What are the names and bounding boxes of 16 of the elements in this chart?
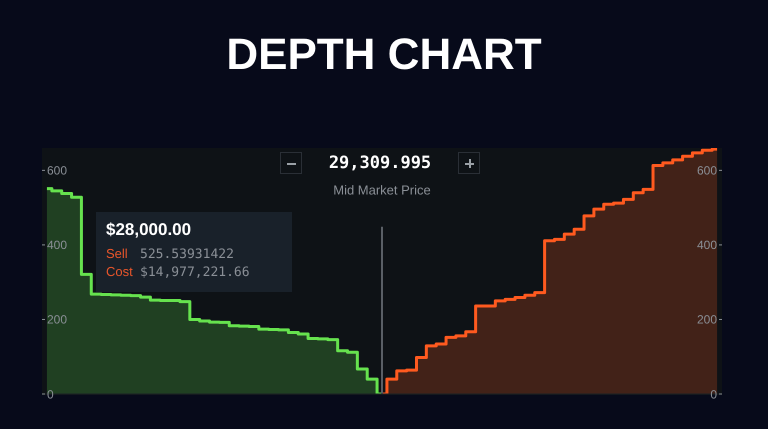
y-tick-label: 400 (47, 238, 68, 252)
annotation: $14,977,221.66 (140, 265, 250, 280)
annotation: 525.53931422 (140, 247, 234, 262)
annotation: $28,000.00 (106, 220, 192, 240)
annotation: Cost (106, 264, 134, 279)
y2-tick-label: 0 (710, 387, 718, 402)
y-tick-label: 0 (47, 387, 54, 402)
annotation: 29,309.995 (328, 153, 432, 173)
chart-title: DEPTH CHART (225, 30, 543, 80)
y2-tick-label: 400 (696, 238, 718, 252)
y-tick-label: 600 (47, 164, 68, 178)
y2-tick-label: 600 (696, 164, 718, 178)
y2-tick-label: 200 (696, 312, 718, 327)
annotation: Sell (106, 246, 129, 261)
text: Mid Market Price (333, 182, 431, 198)
y-tick-label: 200 (47, 312, 68, 327)
